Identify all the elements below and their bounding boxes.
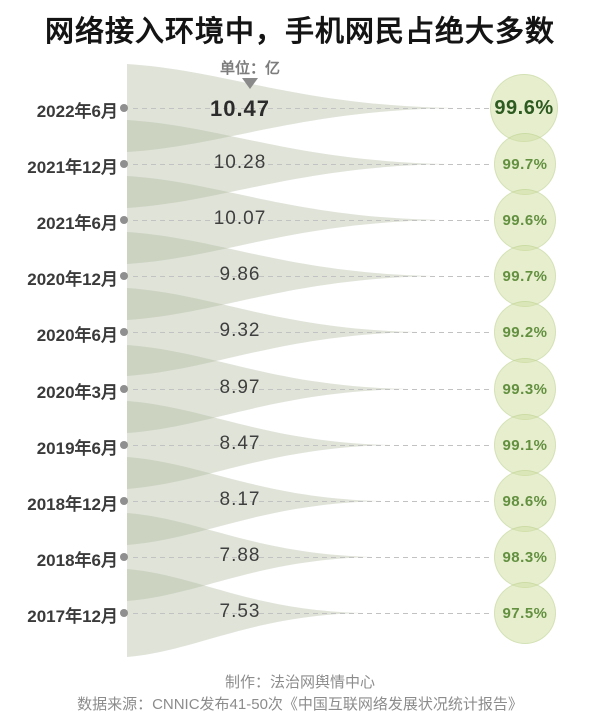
percent-label: 99.7% [502, 267, 548, 285]
date-label: 2018年12月 [27, 495, 118, 514]
percent-bubble: 99.1% [494, 414, 556, 476]
value-label: 10.47 [209, 96, 271, 121]
date-label: 2021年6月 [36, 214, 118, 233]
date-label: 2018年6月 [36, 551, 118, 570]
percent-label: 99.3% [502, 380, 548, 398]
percent-label: 98.6% [502, 492, 548, 510]
page-title: 网络接入环境中，手机网民占绝大多数 [44, 16, 555, 48]
date-label: 2021年12月 [27, 158, 118, 177]
date-label: 2019年6月 [36, 439, 118, 458]
source-line: 数据来源：CNNIC发布41-50次《中国互联网络发展状况统计报告》 [77, 696, 523, 713]
percent-label: 98.3% [502, 548, 548, 566]
leader-line [133, 164, 490, 165]
percent-bubble: 98.6% [494, 470, 556, 532]
percent-label: 99.7% [502, 155, 548, 173]
unit-label: 单位：亿 [219, 60, 280, 77]
percent-bubble: 99.7% [494, 133, 556, 195]
value-label: 7.53 [219, 601, 261, 622]
row-dot-icon [120, 441, 128, 449]
percent-bubble: 99.6% [494, 189, 556, 251]
row-dot-icon [120, 216, 128, 224]
leader-line [133, 220, 490, 221]
credit-line: 制作：法治网舆情中心 [224, 674, 375, 691]
leader-line [133, 108, 490, 109]
footer: 制作：法治网舆情中心 数据来源：CNNIC发布41-50次《中国互联网络发展状况… [0, 672, 600, 716]
row-dot-icon [120, 104, 128, 112]
value-label: 10.28 [213, 152, 267, 173]
row-dot-icon [120, 272, 128, 280]
leader-line [133, 445, 490, 446]
percent-bubble: 99.2% [494, 301, 556, 363]
percent-label: 99.1% [502, 436, 548, 454]
leader-line [133, 557, 490, 558]
date-label: 2020年3月 [36, 383, 118, 402]
row-dot-icon [120, 328, 128, 336]
row-dot-icon [120, 385, 128, 393]
row-dot-icon [120, 609, 128, 617]
date-label: 2020年6月 [36, 326, 118, 345]
value-label: 8.17 [219, 489, 261, 510]
date-label: 2022年6月 [36, 102, 118, 121]
percent-bubble: 99.3% [494, 358, 556, 420]
percent-label: 99.2% [502, 323, 548, 341]
row-dot-icon [120, 160, 128, 168]
unit-pointer-icon [242, 78, 258, 89]
value-label: 8.47 [219, 433, 261, 454]
leader-line [133, 613, 490, 614]
row-dot-icon [120, 553, 128, 561]
date-label: 2020年12月 [27, 270, 118, 289]
value-label: 10.07 [213, 208, 267, 229]
row-dot-icon [120, 497, 128, 505]
percent-bubble: 99.7% [494, 245, 556, 307]
value-label: 9.32 [219, 320, 261, 341]
leader-line [133, 389, 490, 390]
date-label: 2017年12月 [27, 607, 118, 626]
percent-label: 99.6% [502, 211, 548, 229]
leader-line [133, 501, 490, 502]
value-label: 8.97 [219, 377, 261, 398]
leader-line [133, 276, 490, 277]
leader-line [133, 332, 490, 333]
percent-bubble: 99.6% [490, 74, 558, 142]
percent-label: 97.5% [502, 604, 548, 622]
percent-bubble: 98.3% [494, 526, 556, 588]
value-label: 9.86 [219, 264, 261, 285]
value-label: 7.88 [219, 545, 261, 566]
percent-label: 99.6% [494, 96, 554, 119]
percent-bubble: 97.5% [494, 582, 556, 644]
